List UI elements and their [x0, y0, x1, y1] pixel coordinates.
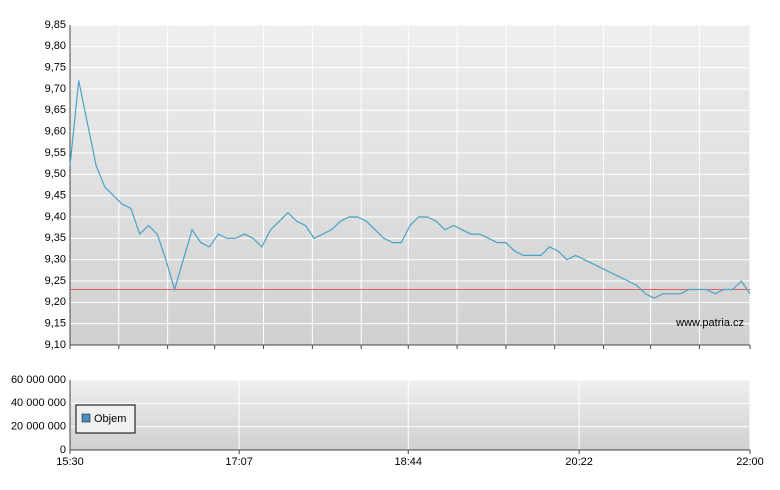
- legend-label: Objem: [94, 413, 126, 425]
- volume-plot-area: [70, 380, 750, 450]
- y-tick-label: 9,50: [45, 168, 66, 180]
- x-tick-label: 18:44: [394, 456, 422, 468]
- y-tick-label: 9,20: [45, 296, 66, 308]
- y-tick-label: 9,70: [45, 83, 66, 95]
- y-tick-label: 9,60: [45, 126, 66, 138]
- y-tick-label: 9,55: [45, 147, 66, 159]
- x-tick-label: 17:07: [225, 456, 253, 468]
- y-tick-label: 9,35: [45, 232, 66, 244]
- watermark: www.patria.cz: [675, 317, 744, 329]
- x-tick-label: 15:30: [56, 456, 84, 468]
- y-tick-label: 9,30: [45, 254, 66, 266]
- y-tick-label: 9,15: [45, 318, 66, 330]
- y-tick-label: 60 000 000: [11, 374, 66, 386]
- y-tick-label: 9,75: [45, 62, 66, 74]
- price-plot-area: [70, 25, 750, 345]
- y-tick-label: 9,80: [45, 40, 66, 52]
- y-tick-label: 0: [60, 444, 66, 456]
- y-tick-label: 40 000 000: [11, 397, 66, 409]
- y-tick-label: 9,45: [45, 190, 66, 202]
- x-tick-label: 20:22: [565, 456, 593, 468]
- x-tick-label: 22:00: [736, 456, 764, 468]
- legend-swatch: [81, 413, 91, 423]
- y-tick-label: 9,25: [45, 275, 66, 287]
- y-tick-label: 20 000 000: [11, 421, 66, 433]
- price-line: [69, 80, 751, 299]
- y-tick-label: 9,85: [45, 19, 66, 31]
- y-tick-label: 9,65: [45, 104, 66, 116]
- y-tick-label: 9,40: [45, 211, 66, 223]
- y-tick-label: 9,10: [45, 339, 66, 351]
